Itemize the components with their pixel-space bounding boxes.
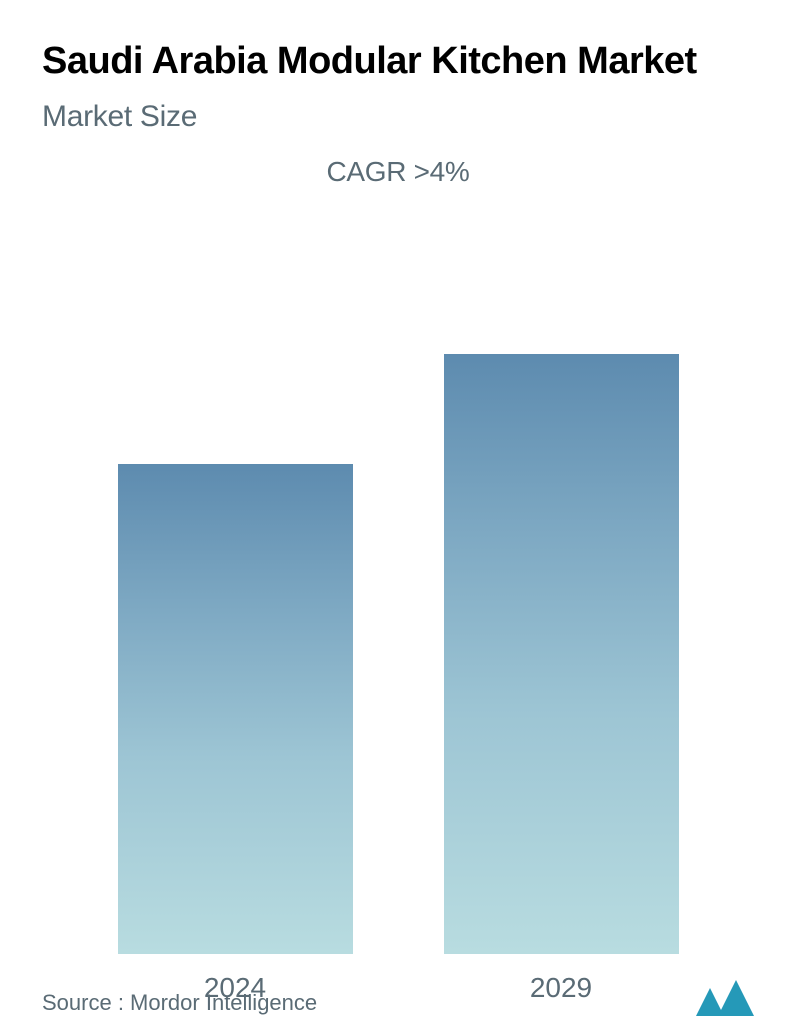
bar-group-2029: 2029 <box>444 354 679 954</box>
bar-group-2024: 2024 <box>118 464 353 954</box>
chart-footer: Source : Mordor Intelligence <box>42 980 754 1016</box>
bar-2029 <box>444 354 679 954</box>
bars-container: 2024 2029 <box>42 314 754 954</box>
chart-plot-area: 2024 2029 <box>42 228 754 1015</box>
chart-subtitle: Market Size <box>42 100 754 134</box>
brand-logo-icon <box>696 980 754 1016</box>
bar-2024 <box>118 464 353 954</box>
chart-container: Saudi Arabia Modular Kitchen Market Mark… <box>0 0 796 1034</box>
source-text: Source : Mordor Intelligence <box>42 990 317 1016</box>
cagr-label: CAGR >4% <box>42 156 754 188</box>
chart-title: Saudi Arabia Modular Kitchen Market <box>42 38 754 86</box>
